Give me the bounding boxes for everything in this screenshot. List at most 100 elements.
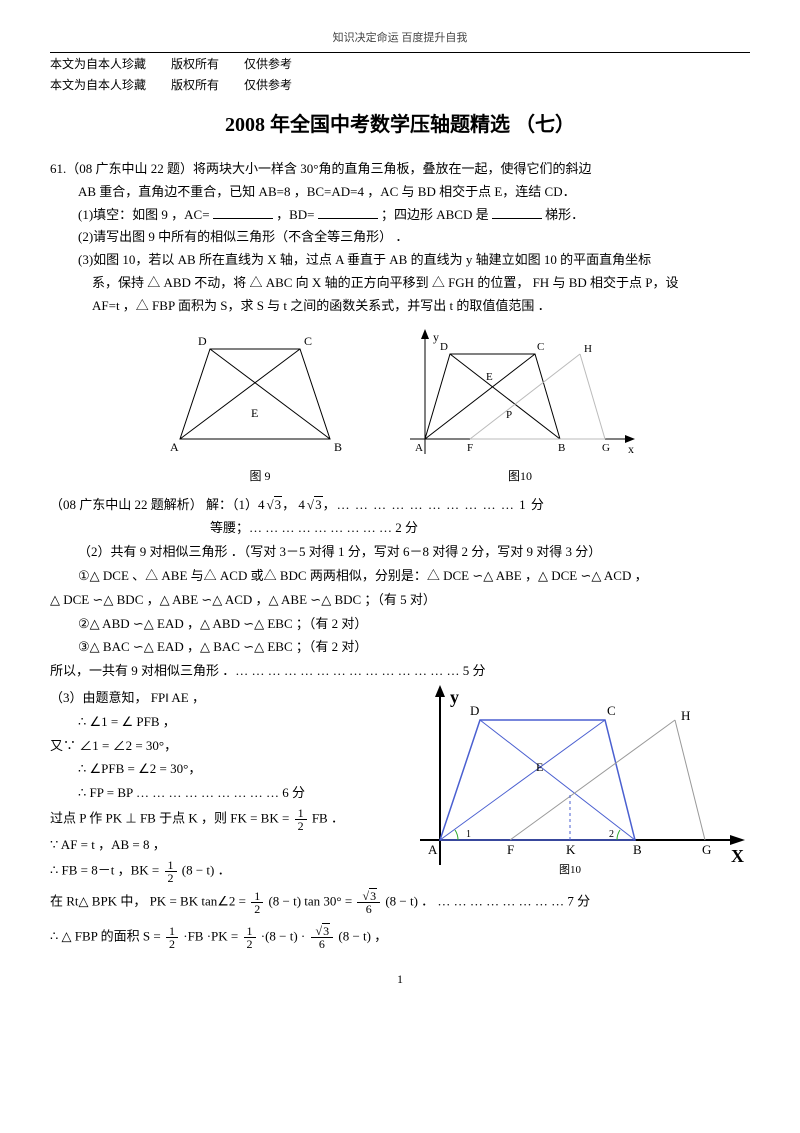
text: 梯形． xyxy=(545,207,584,222)
svg-text:F: F xyxy=(507,842,514,857)
question-line: AF=t ，△ FBP 面积为 S，求 S 与 t 之间的函数关系式，并写出 t… xyxy=(50,296,750,317)
solution-line: （3）由题意知， FP‖ AE ， xyxy=(50,688,350,709)
solution-line: 在 Rt△ BPK 中， PK = BK tan∠2 = 12 (8 − t) … xyxy=(50,890,750,915)
text: ·FB ·PK = xyxy=(183,928,238,943)
figure-9-caption: 图 9 xyxy=(160,467,360,486)
text: FB ． xyxy=(312,810,344,825)
question-line: (3)如图 10，若以 AB 所在直线为 X 轴，过点 A 垂直于 AB 的直线… xyxy=(50,250,750,271)
svg-text:2: 2 xyxy=(609,829,614,840)
svg-text:C: C xyxy=(537,341,544,353)
page-header-subtitle: 知识决定命运 百度提升自我 xyxy=(50,30,750,48)
figure-10-small: AB CD EF GH P yx 图10 xyxy=(400,329,640,487)
question-line: 系，保持 △ ABD 不动，将 △ ABC 向 X 轴的正方向平移到 △ FGH… xyxy=(50,273,750,294)
fraction-sqrt3-6: 36 xyxy=(357,890,380,915)
score-dots: ，… … … … … … … … … … 1 分 xyxy=(323,497,545,512)
svg-text:E: E xyxy=(536,760,543,774)
figure-9: A B C D E 图 9 xyxy=(160,329,360,487)
document-title: 2008 年全国中考数学压轴题精选 （七） xyxy=(50,109,750,141)
svg-text:H: H xyxy=(584,343,592,355)
svg-text:B: B xyxy=(558,442,565,454)
svg-text:H: H xyxy=(681,708,690,723)
solution-line: ①△ DCE 、△ ABE 与△ ACD 或△ BDC 两两相似，分别是：△ D… xyxy=(50,566,750,587)
figure-9-svg: A B C D E xyxy=(160,329,360,459)
solution-part3-with-figure: （3）由题意知， FP‖ AE ， ∴ ∠1 = ∠ PFB ， 又∵ ∠1 =… xyxy=(50,685,750,887)
text: （08 广东中山 22 题解析） 解：（1）4 xyxy=(50,497,265,512)
blank-trapezoid xyxy=(492,205,542,219)
text: (8 − t) tan 30° = xyxy=(268,893,352,908)
text: ∴ △ FBP 的面积 S = xyxy=(50,928,161,943)
copyright-text: 仅供参考 xyxy=(244,78,292,92)
svg-text:1: 1 xyxy=(466,829,471,840)
svg-text:E: E xyxy=(251,406,258,420)
question-61-head: 61.（08 广东中山 22 题）将两块大小一样含 30°角的直角三角板，叠放在… xyxy=(50,159,750,180)
svg-text:C: C xyxy=(304,334,312,348)
solution-line: ∴ FP = BP … … … … … … … … … 6 分 xyxy=(50,783,350,804)
fraction-half: 12 xyxy=(295,807,307,832)
text: 在 Rt△ BPK 中， PK = BK tan∠2 = xyxy=(50,893,246,908)
svg-text:G: G xyxy=(602,442,610,454)
solution-line: （08 广东中山 22 题解析） 解：（1）43， 43，… … … … … …… xyxy=(50,495,750,516)
text: (8 − t) ． xyxy=(182,862,231,877)
figure-10-large-svg: A B C D E F G H K y X 1 2 图10 xyxy=(410,685,750,880)
text: (8 − t) ， xyxy=(338,928,387,943)
svg-text:D: D xyxy=(198,334,207,348)
solution-line: 所以，一共有 9 对相似三角形 ．… … … … … … … … … … … …… xyxy=(50,661,750,682)
svg-text:图10: 图10 xyxy=(559,863,581,876)
svg-text:A: A xyxy=(415,442,423,454)
copyright-text: 仅供参考 xyxy=(244,57,292,71)
blank-bd xyxy=(318,205,378,219)
copyright-text: 本文为自本人珍藏 xyxy=(50,57,146,71)
sqrt3: 3 xyxy=(265,495,283,516)
text: ∴ FB = 8－t ，BK = xyxy=(50,862,159,877)
solution-line: ∴ △ FBP 的面积 S = 12 ·FB ·PK = 12 ·(8 − t)… xyxy=(50,925,750,950)
svg-text:y: y xyxy=(450,687,459,707)
figure-10-caption: 图10 xyxy=(400,467,640,486)
solution-line: ③△ BAC ∽△ EAD ，△ BAC ∽△ EBC ；（有 2 对） xyxy=(50,637,750,658)
copyright-text: 本文为自本人珍藏 xyxy=(50,78,146,92)
svg-text:C: C xyxy=(607,703,616,718)
question-line: AB 重合，直角边不重合，已知 AB=8 ，BC=AD=4 ，AC 与 BD 相… xyxy=(50,182,750,203)
solution-line: ∴ ∠PFB = ∠2 = 30°， xyxy=(50,759,350,780)
svg-text:E: E xyxy=(486,371,493,383)
svg-text:G: G xyxy=(702,842,711,857)
solution-line: 又∵ ∠1 = ∠2 = 30°， xyxy=(50,736,350,757)
text: ；四边形 ABCD 是 xyxy=(381,207,489,222)
text: 过点 P 作 PK ⊥ FB 于点 K ，则 FK = BK = xyxy=(50,810,289,825)
solution-line: ∵ AF = t ，AB = 8 ， xyxy=(50,835,350,856)
solution-line: 等腰；… … … … … … … … … 2 分 xyxy=(50,518,750,539)
fraction-sqrt3-6: 36 xyxy=(311,925,334,950)
fraction-half: 12 xyxy=(244,925,256,950)
text: (1)填空：如图 9 ，AC= xyxy=(78,207,210,222)
text: (8 − t) ． … … … … … … … … 7 分 xyxy=(385,893,590,908)
sqrt3: 3 xyxy=(305,495,323,516)
svg-text:K: K xyxy=(566,842,576,857)
svg-text:B: B xyxy=(633,842,642,857)
copyright-line-2: 本文为自本人珍藏 版权所有 仅供参考 xyxy=(50,74,750,95)
solution-line: ∴ FB = 8－t ，BK = 12 (8 − t) ． xyxy=(50,859,350,884)
figures-row: A B C D E 图 9 AB CD EF GH P yx 图10 xyxy=(50,329,750,487)
solution-line: ∴ ∠1 = ∠ PFB ， xyxy=(50,712,350,733)
solution-line: （2）共有 9 对相似三角形 ．（写对 3－5 对得 1 分，写对 6－8 对得… xyxy=(50,542,750,563)
solution-line: ②△ ABD ∽△ EAD ，△ ABD ∽△ EBC ；（有 2 对） xyxy=(50,614,750,635)
question-fill-blank: (1)填空：如图 9 ，AC= ，BD= ；四边形 ABCD 是 梯形． xyxy=(50,205,750,226)
svg-text:A: A xyxy=(428,842,438,857)
page-number: 1 xyxy=(50,970,750,989)
blank-ac xyxy=(213,205,273,219)
figure-10-small-svg: AB CD EF GH P yx xyxy=(400,329,640,459)
svg-text:D: D xyxy=(440,341,448,353)
question-line: (2)请写出图 9 中所有的相似三角形（不含全等三角形） ． xyxy=(50,227,750,248)
svg-text:y: y xyxy=(433,330,439,344)
fraction-half: 12 xyxy=(165,859,177,884)
svg-text:B: B xyxy=(334,440,342,454)
svg-text:D: D xyxy=(470,703,479,718)
solution-line: 过点 P 作 PK ⊥ FB 于点 K ，则 FK = BK = 12 FB ． xyxy=(50,807,350,832)
text: ，BD= xyxy=(276,207,314,222)
fraction-half: 12 xyxy=(251,890,263,915)
copyright-text: 版权所有 xyxy=(171,78,219,92)
svg-text:x: x xyxy=(628,442,634,456)
copyright-line-1: 本文为自本人珍藏 版权所有 仅供参考 xyxy=(50,52,750,74)
solution-line: △ DCE ∽△ BDC ，△ ABE ∽△ ACD ，△ ABE ∽△ BDC… xyxy=(50,590,750,611)
svg-text:F: F xyxy=(467,442,473,454)
svg-text:X: X xyxy=(731,846,744,866)
svg-text:A: A xyxy=(170,440,179,454)
